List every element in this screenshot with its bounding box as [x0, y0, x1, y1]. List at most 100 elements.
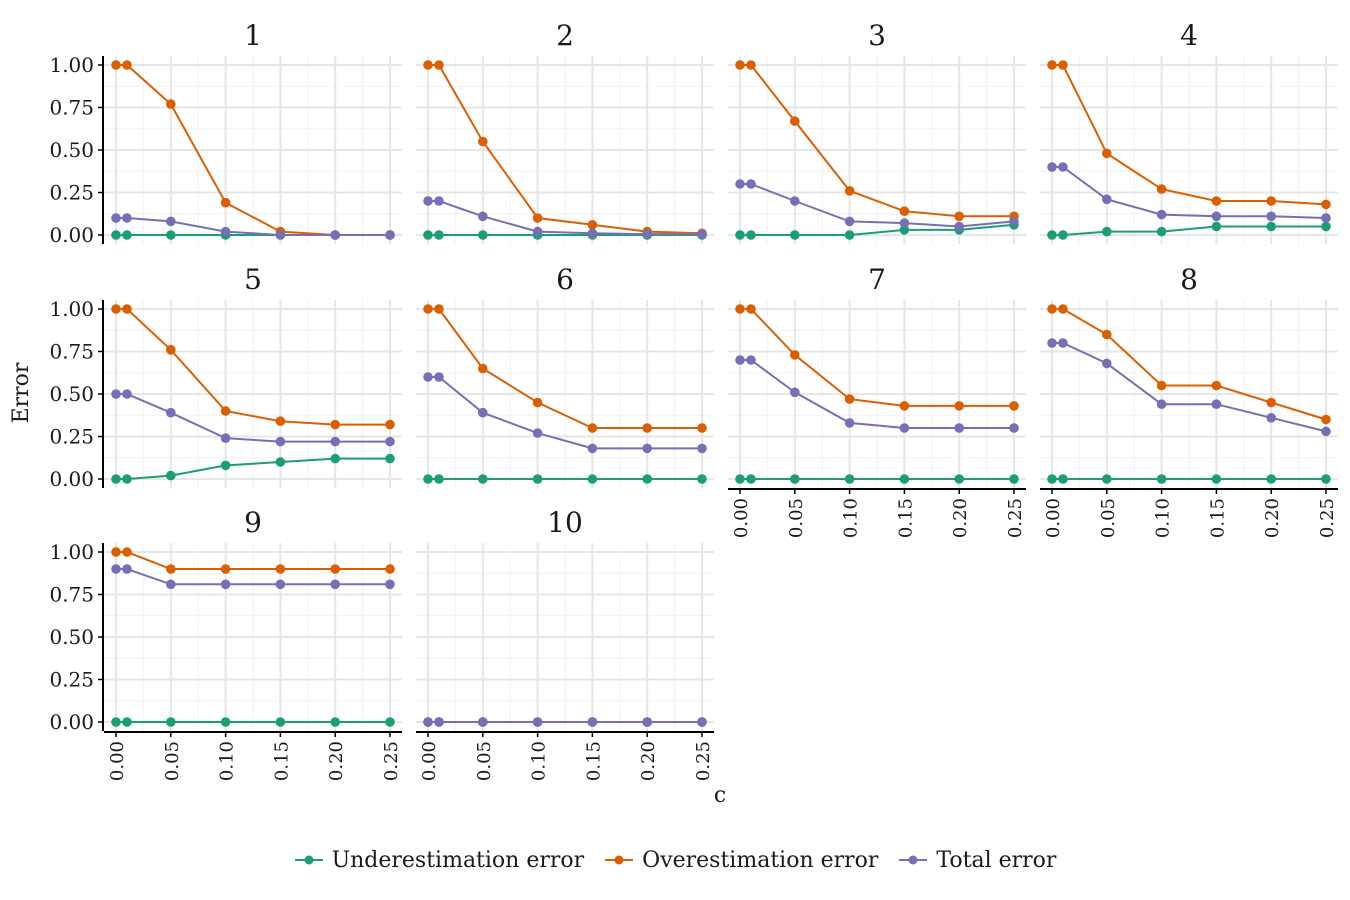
x-tick-label: 0.00 — [107, 741, 128, 781]
point-underestimation-5-1 — [122, 474, 132, 484]
point-underestimation-9-4 — [275, 717, 286, 727]
point-overestimation-7-6 — [1009, 401, 1019, 411]
point-underestimation-9-0 — [111, 717, 121, 727]
point-total-6-2 — [478, 407, 488, 418]
point-overestimation-9-5 — [330, 564, 341, 574]
point-underestimation-5-3 — [220, 460, 231, 471]
point-underestimation-6-6 — [697, 474, 707, 484]
y-tick-label: 1.00 — [49, 297, 94, 321]
point-underestimation-4-4 — [1211, 221, 1222, 232]
legend-label-overestimation: Overestimation error — [642, 847, 879, 873]
point-overestimation-1-2 — [166, 99, 176, 109]
point-overestimation-4-0 — [1047, 60, 1057, 70]
point-underestimation-8-6 — [1321, 474, 1331, 484]
panel-title-5: 5 — [244, 263, 262, 296]
x-axis-title: c — [714, 783, 726, 808]
point-underestimation-8-0 — [1047, 474, 1057, 484]
x-tick-label: 0.15 — [271, 741, 292, 781]
point-overestimation-3-2 — [790, 116, 800, 126]
x-tick-label: 0.00 — [1043, 498, 1064, 538]
y-tick-label: 0.50 — [49, 138, 94, 162]
x-tick-label: 0.25 — [381, 741, 402, 781]
point-total-4-6 — [1321, 213, 1331, 223]
point-total-10-1 — [434, 717, 444, 727]
point-underestimation-2-0 — [423, 230, 433, 240]
x-tick-label: 0.25 — [1317, 498, 1338, 538]
point-overestimation-5-0 — [111, 304, 121, 314]
point-overestimation-1-0 — [111, 60, 121, 70]
point-overestimation-7-3 — [844, 394, 855, 404]
point-total-4-4 — [1211, 211, 1222, 222]
legend-key-underestimation — [294, 855, 323, 865]
point-underestimation-7-0 — [735, 474, 745, 484]
point-underestimation-5-5 — [330, 453, 341, 464]
panel-title-9: 9 — [244, 506, 262, 539]
point-total-9-1 — [122, 564, 132, 574]
point-underestimation-6-5 — [642, 474, 652, 484]
point-underestimation-8-2 — [1102, 474, 1112, 484]
panel-title-1: 1 — [244, 19, 262, 52]
legend-label-underestimation: Underestimation error — [331, 847, 585, 873]
point-total-1-6 — [385, 230, 395, 240]
point-total-5-1 — [122, 389, 132, 399]
point-underestimation-1-2 — [166, 230, 176, 240]
panel-title-2: 2 — [556, 19, 574, 52]
point-underestimation-3-1 — [746, 230, 756, 240]
x-tick-label: 0.00 — [419, 741, 440, 781]
panel-title-4: 4 — [1180, 19, 1198, 52]
point-underestimation-8-3 — [1156, 474, 1167, 484]
point-total-9-4 — [275, 579, 286, 590]
panel-title-10: 10 — [547, 506, 583, 539]
point-total-1-5 — [330, 230, 341, 240]
point-total-7-4 — [899, 423, 910, 433]
point-total-3-6 — [1009, 216, 1019, 227]
point-overestimation-5-3 — [220, 406, 231, 416]
point-overestimation-8-3 — [1156, 380, 1167, 391]
point-total-8-3 — [1156, 399, 1167, 410]
point-total-9-0 — [111, 564, 121, 574]
point-total-2-5 — [642, 229, 652, 239]
point-underestimation-4-1 — [1058, 230, 1068, 240]
x-tick-label: 0.20 — [326, 741, 347, 781]
x-tick-label: 0.10 — [217, 741, 238, 781]
point-overestimation-4-5 — [1266, 196, 1276, 206]
x-tick-label: 0.05 — [474, 741, 495, 781]
point-total-4-1 — [1058, 162, 1068, 172]
panel-title-6: 6 — [556, 263, 574, 296]
point-total-6-6 — [697, 443, 707, 454]
point-total-4-2 — [1102, 194, 1112, 205]
point-overestimation-6-6 — [697, 423, 707, 433]
point-total-10-5 — [642, 717, 652, 727]
point-total-3-2 — [790, 196, 800, 206]
point-overestimation-8-6 — [1321, 414, 1331, 425]
point-underestimation-5-4 — [275, 457, 286, 467]
point-overestimation-9-3 — [220, 564, 231, 574]
point-underestimation-1-1 — [122, 230, 132, 240]
point-total-3-1 — [746, 179, 756, 189]
x-tick-label: 0.05 — [1098, 498, 1119, 538]
y-tick-label: 0.00 — [49, 467, 94, 491]
point-underestimation-8-1 — [1058, 474, 1068, 484]
point-overestimation-4-2 — [1102, 148, 1112, 159]
x-tick-label: 0.20 — [638, 741, 659, 781]
point-overestimation-3-0 — [735, 60, 745, 70]
point-total-6-4 — [587, 443, 598, 454]
point-total-2-2 — [478, 211, 488, 222]
point-total-10-4 — [587, 717, 598, 727]
point-overestimation-6-0 — [423, 304, 433, 314]
point-total-1-3 — [220, 226, 231, 237]
x-tick-label: 0.05 — [786, 498, 807, 538]
point-total-10-6 — [697, 717, 707, 727]
x-tick-label: 0.00 — [731, 498, 752, 538]
y-axis-title: Error — [9, 362, 34, 423]
x-tick-label: 0.20 — [1262, 498, 1283, 538]
point-total-5-0 — [111, 389, 121, 399]
point-overestimation-9-1 — [122, 547, 132, 557]
point-overestimation-7-4 — [899, 401, 910, 411]
x-tick-label: 0.25 — [1005, 498, 1026, 538]
point-underestimation-4-0 — [1047, 230, 1057, 240]
point-overestimation-3-4 — [899, 206, 910, 216]
point-overestimation-9-6 — [385, 564, 395, 574]
y-tick-label: 0.75 — [49, 340, 94, 364]
